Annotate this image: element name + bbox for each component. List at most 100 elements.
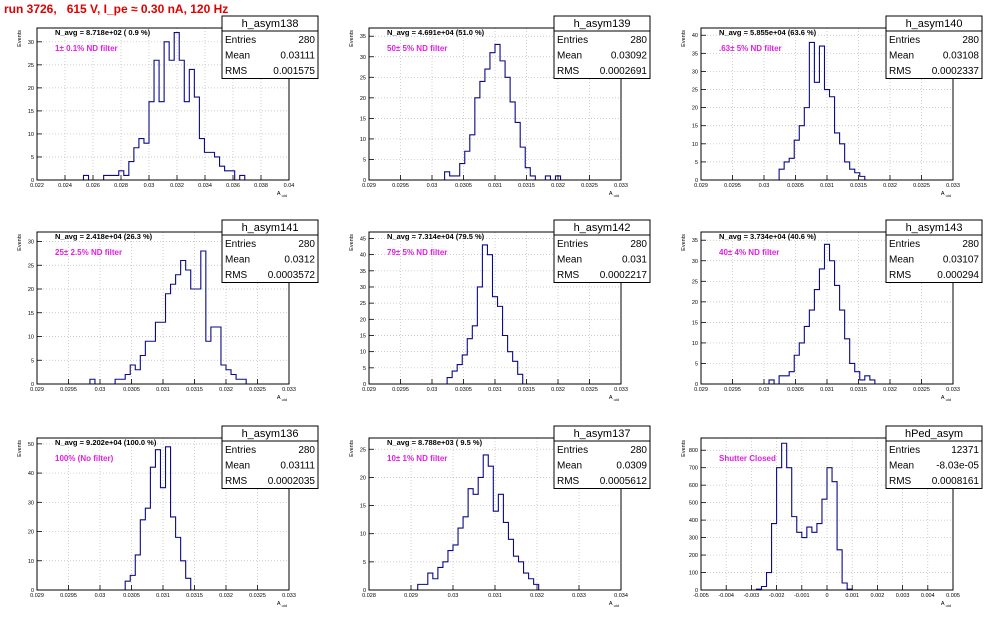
x-axis-label: A uid — [277, 191, 287, 198]
stats-value: 280 — [630, 35, 647, 46]
histogram-panel-h_asym143: 0.029 0.0295 0.03 0.0305 0.031 0.0315 0.032 0.0… — [681, 219, 983, 402]
x-tick-label: 0.0295 — [724, 387, 741, 393]
x-tick-label: 0.031 — [156, 593, 170, 599]
x-tick-label: 0.022 — [30, 183, 44, 189]
stats-label: RMS — [889, 270, 912, 281]
y-tick-label: 20 — [28, 86, 34, 92]
y-tick-label: 40 — [692, 33, 698, 39]
stats-title: h_asym141 — [242, 222, 299, 234]
stats-label: Mean — [225, 51, 250, 62]
x-tick-label: 0.002 — [871, 593, 885, 599]
plot-frame — [36, 27, 290, 181]
y-tick-label: 20 — [692, 106, 698, 112]
y-tick-label: 25 — [28, 263, 34, 269]
x-tick-label: 0.0315 — [518, 183, 535, 189]
navg-label: N_avg = 8.788e+03 ( 9.5 %) — [387, 438, 483, 447]
x-tick-label: 0.031 — [488, 387, 502, 393]
x-tick-label: 0.032 — [170, 183, 184, 189]
stats-label: RMS — [225, 476, 248, 487]
stats-value: 280 — [962, 239, 979, 250]
stats-label: Entries — [557, 35, 588, 46]
y-tick-label: 10 — [360, 350, 366, 356]
y-axis-label: Events — [17, 30, 23, 47]
histogram-panel-h_asym140: 0.029 0.0295 0.03 0.0305 0.031 0.0315 0.032 0.0… — [681, 15, 983, 198]
y-tick-label: 0 — [363, 382, 366, 388]
histogram-panel-h_asym141: 0.029 0.0295 0.03 0.0305 0.031 0.0315 0.032 0.0… — [17, 219, 319, 402]
stats-value: 0.000294 — [937, 270, 979, 281]
x-tick-label: 0.0315 — [186, 387, 203, 393]
y-tick-label: 0 — [363, 178, 366, 184]
histogram-line-h_asym137 — [417, 454, 540, 590]
x-tick-label: 0.031 — [488, 593, 502, 599]
y-tick-label: 30 — [692, 259, 698, 265]
y-tick-label: 30 — [28, 500, 34, 506]
histogram-panel-h_asym137: 0.028 0.029 0.03 0.031 0.032 0.033 0.034 0 5 10 15… — [349, 425, 651, 608]
x-tick-label: 0.029 — [362, 387, 376, 393]
y-tick-label: 0 — [31, 178, 34, 184]
y-tick-label: 0 — [363, 588, 366, 594]
stats-value: 0.0002691 — [600, 66, 648, 77]
stats-label: Mean — [889, 255, 914, 266]
x-axis-label: A uid — [609, 191, 619, 198]
stats-value: 0.031 — [622, 255, 647, 266]
y-tick-label: 10 — [360, 137, 366, 143]
stats-title: hPed_asym — [905, 428, 963, 440]
stats-label: Entries — [889, 35, 920, 46]
x-tick-label: 0.03 — [759, 387, 770, 393]
stats-value: 0.03111 — [280, 461, 315, 472]
y-axis-label: Events — [681, 30, 687, 47]
stats-label: Mean — [557, 255, 582, 266]
stats-value: 0.0312 — [284, 255, 315, 266]
y-tick-label: 5 — [31, 358, 34, 364]
y-tick-label: 30 — [360, 55, 366, 61]
stats-box — [221, 425, 319, 489]
x-axis-label: A uid — [941, 395, 951, 402]
histogram-line-hPed_asym — [755, 442, 853, 590]
y-tick-label: 0 — [31, 382, 34, 388]
x-tick-label: 0.036 — [226, 183, 240, 189]
x-tick-label: 0.033 — [282, 593, 296, 599]
y-tick-label: 40 — [28, 471, 34, 477]
x-tick-label: 0.0305 — [123, 387, 140, 393]
x-tick-label: 0.033 — [946, 183, 960, 189]
navg-label: N_avg = 9.202e+04 (100.0 %) — [55, 438, 157, 447]
x-tick-label: 0.03 — [427, 183, 438, 189]
x-tick-label: 0.0325 — [581, 183, 598, 189]
navg-label: N_avg = 3.734e+04 (40.6 %) — [719, 232, 817, 241]
y-tick-label: 30 — [360, 285, 366, 291]
x-tick-label: 0.03 — [144, 183, 155, 189]
x-tick-label: 0.03 — [759, 183, 770, 189]
histogram-panel-h_asym138: 0.022 0.024 0.026 0.028 0.03 0.032 0.034 0.036 0… — [17, 15, 319, 198]
filter-label: Shutter Closed — [719, 454, 776, 463]
filter-label: 40± 4% ND filter — [719, 248, 779, 257]
stats-box — [885, 425, 983, 489]
x-tick-label: 0.033 — [282, 387, 296, 393]
y-tick-label: 500 — [689, 501, 698, 507]
x-tick-label: 0.033 — [614, 387, 628, 393]
filter-label: 10± 1% ND filter — [387, 454, 447, 463]
y-tick-label: 30 — [28, 40, 34, 46]
x-tick-label: 0.0325 — [249, 593, 266, 599]
stats-box — [553, 219, 651, 283]
stats-title: h_asym140 — [906, 18, 963, 30]
x-tick-label: 0.03 — [448, 593, 459, 599]
y-tick-label: 25 — [692, 88, 698, 94]
y-tick-label: 600 — [689, 483, 698, 489]
y-tick-label: 40 — [360, 253, 366, 259]
x-tick-label: 0.031 — [488, 183, 502, 189]
y-tick-label: 50 — [28, 442, 34, 448]
stats-value: 0.0002035 — [268, 476, 316, 487]
x-tick-label: 0.032 — [551, 183, 565, 189]
x-tick-label: 0.029 — [694, 387, 708, 393]
x-tick-label: 0.033 — [946, 387, 960, 393]
y-tick-label: 25 — [360, 301, 366, 307]
x-tick-label: 0.0325 — [913, 387, 930, 393]
histogram-line-h_asym138 — [82, 32, 246, 181]
y-axis-label: Events — [681, 440, 687, 457]
stats-label: Mean — [889, 51, 914, 62]
x-axis-label: A uid — [277, 395, 287, 402]
x-tick-label: 0.024 — [58, 183, 72, 189]
y-tick-label: 10 — [28, 132, 34, 138]
y-tick-label: 15 — [28, 109, 34, 115]
stats-value: 0.0002337 — [932, 66, 980, 77]
